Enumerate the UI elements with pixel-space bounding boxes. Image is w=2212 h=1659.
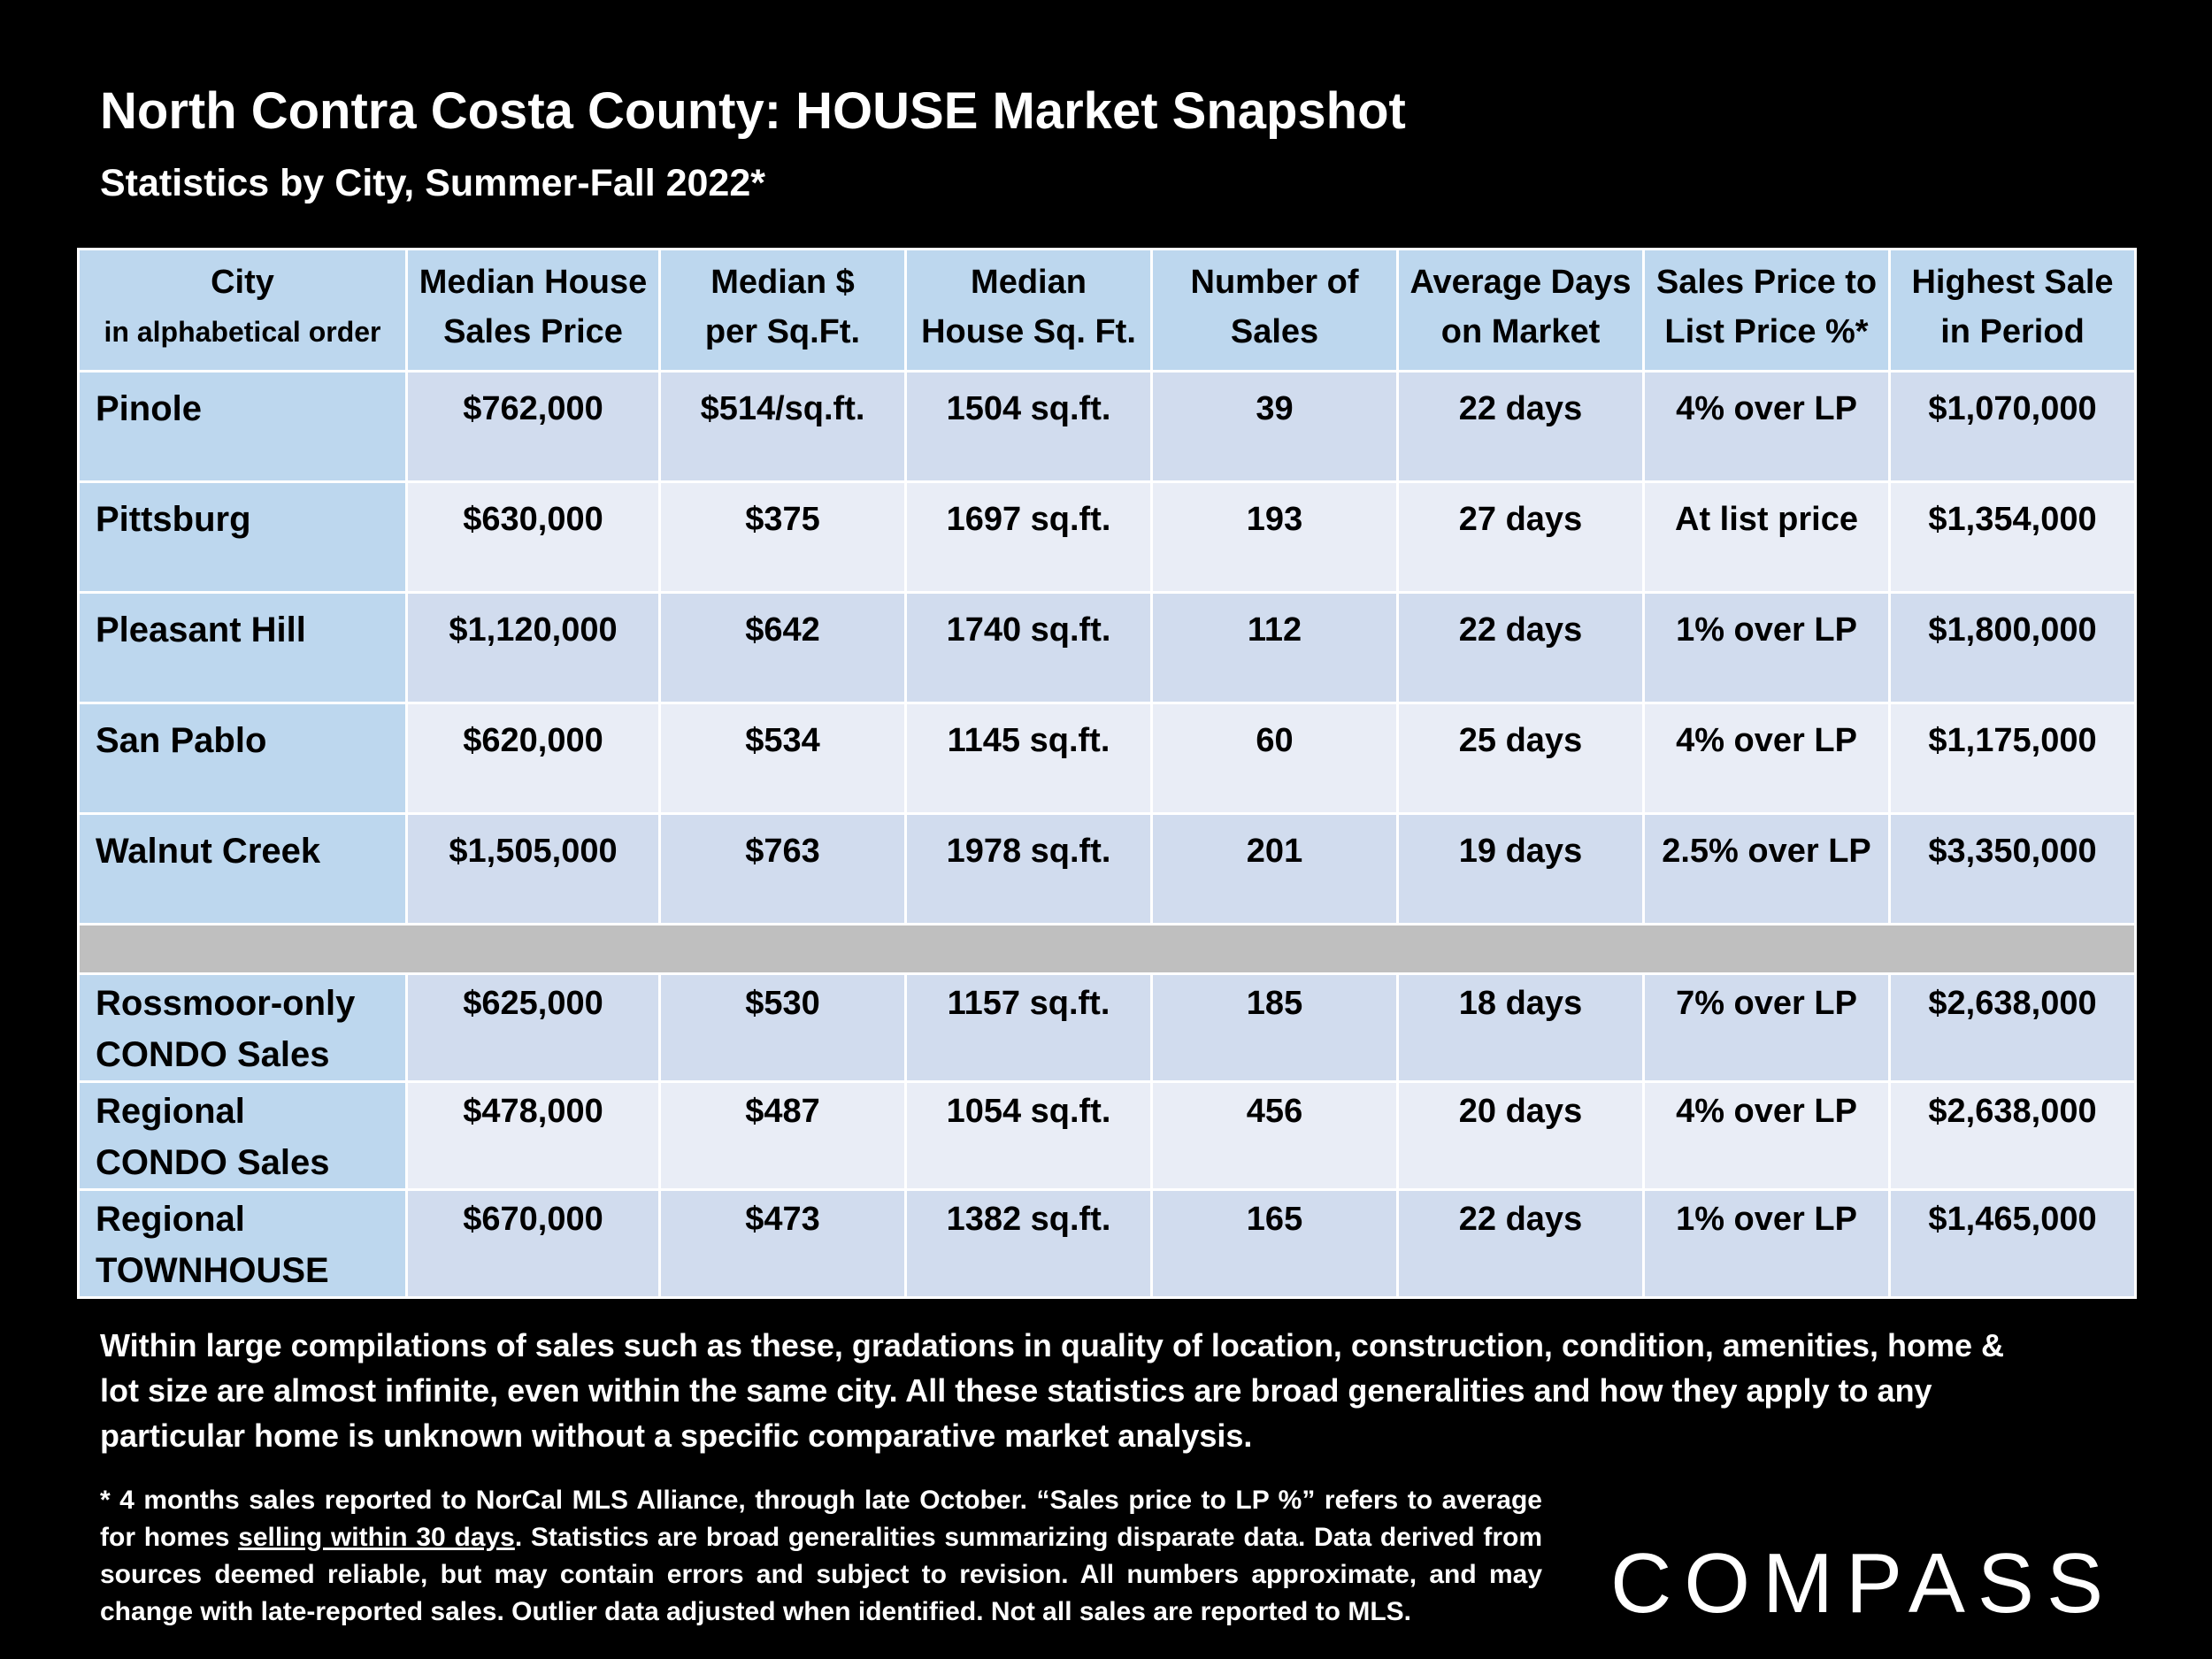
median-price-cell: $478,000 [405,1080,661,1191]
days-cell: 22 days [1396,591,1645,704]
sp-lp-cell: 7% over LP [1642,972,1891,1083]
header-sp-lp: Sales Price to List Price %* [1642,248,1891,373]
table-row: Walnut Creek $1,505,000 $763 1978 sq.ft.… [77,812,2137,926]
header-median-price: Median House Sales Price [405,248,661,373]
sales-cell: 201 [1150,812,1399,926]
highest-cell: $3,350,000 [1888,812,2137,926]
per-sqft-cell: $473 [658,1188,907,1299]
per-sqft-cell: $487 [658,1080,907,1191]
header-per-sqft: Median $ per Sq.Ft. [658,248,907,373]
highest-cell: $1,465,000 [1888,1188,2137,1299]
highest-cell: $1,175,000 [1888,702,2137,815]
city-cell: Pinole [77,370,408,483]
header-highest: Highest Sale in Period [1888,248,2137,373]
header-sales: Number of Sales [1150,248,1399,373]
sp-lp-cell: 1% over LP [1642,1188,1891,1299]
sp-lp-cell: At list price [1642,480,1891,594]
median-price-cell: $762,000 [405,370,661,483]
city-cell: Pittsburg [77,480,408,594]
days-cell: 25 days [1396,702,1645,815]
sales-cell: 165 [1150,1188,1399,1299]
sales-cell: 193 [1150,480,1399,594]
sales-cell: 456 [1150,1080,1399,1191]
days-cell: 19 days [1396,812,1645,926]
days-cell: 22 days [1396,1188,1645,1299]
highest-cell: $1,070,000 [1888,370,2137,483]
sales-cell: 112 [1150,591,1399,704]
days-cell: 22 days [1396,370,1645,483]
table-row: Regional TOWNHOUSE $670,000 $473 1382 sq.… [77,1188,2137,1299]
sqft-cell: 1054 sq.ft. [904,1080,1153,1191]
compass-logo: COMPASS [1610,1536,2116,1631]
separator-cell [77,923,2137,975]
days-cell: 27 days [1396,480,1645,594]
highest-cell: $1,800,000 [1888,591,2137,704]
days-cell: 20 days [1396,1080,1645,1191]
sqft-cell: 1978 sq.ft. [904,812,1153,926]
city-cell: Walnut Creek [77,812,408,926]
highest-cell: $2,638,000 [1888,1080,2137,1191]
sp-lp-cell: 1% over LP [1642,591,1891,704]
table-row: Pleasant Hill $1,120,000 $642 1740 sq.ft… [77,591,2137,704]
median-price-cell: $630,000 [405,480,661,594]
page-subtitle: Statistics by City, Summer-Fall 2022* [100,162,765,204]
table-row: Regional CONDO Sales $478,000 $487 1054 s… [77,1080,2137,1191]
city-cell: Rossmoor-only CONDO Sales [77,972,408,1083]
sqft-cell: 1382 sq.ft. [904,1188,1153,1299]
city-cell: Regional CONDO Sales [77,1080,408,1191]
sqft-cell: 1157 sq.ft. [904,972,1153,1083]
header-days: Average Days on Market [1396,248,1645,373]
table-row: Rossmoor-only CONDO Sales $625,000 $530 1… [77,972,2137,1083]
table-row: Pinole $762,000 $514/sq.ft. 1504 sq.ft. … [77,370,2137,483]
median-price-cell: $620,000 [405,702,661,815]
footnote: * 4 months sales reported to NorCal MLS … [100,1486,1542,1626]
median-price-cell: $1,505,000 [405,812,661,926]
sales-cell: 39 [1150,370,1399,483]
sp-lp-cell: 2.5% over LP [1642,812,1891,926]
header-sqft: Median House Sq. Ft. [904,248,1153,373]
market-snapshot-table: City in alphabetical order Median House Sa… [77,248,2137,1299]
city-cell: Pleasant Hill [77,591,408,704]
sqft-cell: 1740 sq.ft. [904,591,1153,704]
sqft-cell: 1145 sq.ft. [904,702,1153,815]
disclaimer-note: Within large compilations of sales such … [100,1327,2005,1454]
page-title: North Contra Costa County: HOUSE Market … [100,82,1406,140]
per-sqft-cell: $530 [658,972,907,1083]
per-sqft-cell: $375 [658,480,907,594]
per-sqft-cell: $534 [658,702,907,815]
median-price-cell: $625,000 [405,972,661,1083]
sp-lp-cell: 4% over LP [1642,370,1891,483]
table-row: San Pablo $620,000 $534 1145 sq.ft. 60 2… [77,702,2137,815]
days-cell: 18 days [1396,972,1645,1083]
highest-cell: $2,638,000 [1888,972,2137,1083]
sp-lp-cell: 4% over LP [1642,702,1891,815]
sqft-cell: 1504 sq.ft. [904,370,1153,483]
per-sqft-cell: $642 [658,591,907,704]
per-sqft-cell: $763 [658,812,907,926]
per-sqft-cell: $514/sq.ft. [658,370,907,483]
sales-cell: 60 [1150,702,1399,815]
header-city: City in alphabetical order [77,248,408,373]
sales-cell: 185 [1150,972,1399,1083]
city-cell: Regional TOWNHOUSE [77,1188,408,1299]
table-header-row: City in alphabetical order Median House Sa… [77,248,2137,373]
sp-lp-cell: 4% over LP [1642,1080,1891,1191]
sqft-cell: 1697 sq.ft. [904,480,1153,594]
median-price-cell: $670,000 [405,1188,661,1299]
table-row: Pittsburg $630,000 $375 1697 sq.ft. 193 … [77,480,2137,594]
footnote-underlined-text: selling within 30 days [238,1523,515,1552]
city-cell: San Pablo [77,702,408,815]
median-price-cell: $1,120,000 [405,591,661,704]
highest-cell: $1,354,000 [1888,480,2137,594]
separator-row [77,923,2137,975]
